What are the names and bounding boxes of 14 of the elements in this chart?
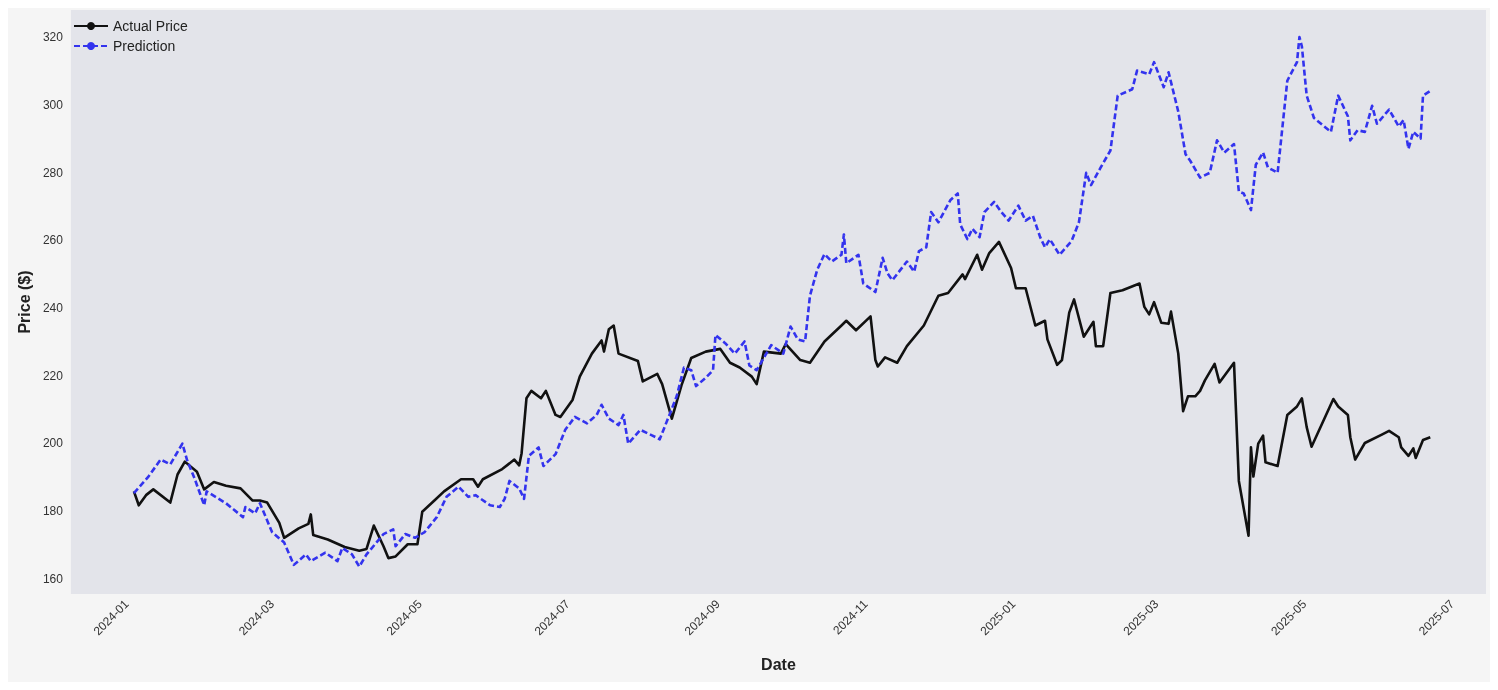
line-series — [132, 240, 1432, 560]
y-tick-label: 320 — [42, 30, 64, 45]
y-tick-label: 180 — [42, 504, 64, 519]
y-tick-label: 160 — [42, 571, 64, 586]
y-tick-label: 260 — [42, 233, 64, 248]
y-tick-label: 240 — [42, 300, 64, 315]
y-tick-label: 220 — [42, 368, 64, 383]
legend-label: Actual Price — [113, 18, 188, 34]
legend-label: Prediction — [113, 38, 176, 54]
y-axis-title: Price ($) — [15, 270, 33, 334]
x-axis-title: Date — [761, 655, 796, 673]
y-tick-label: 300 — [42, 97, 64, 112]
y-tick-label: 200 — [42, 436, 64, 451]
y-tick-label: 280 — [42, 165, 64, 180]
